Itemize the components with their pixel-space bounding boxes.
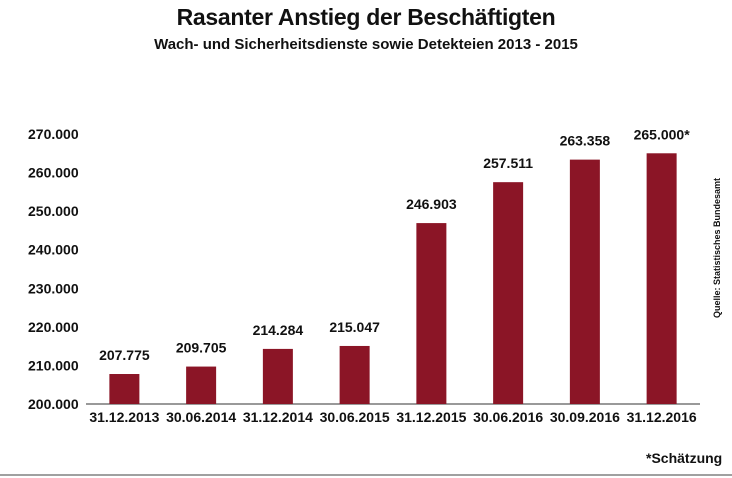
x-tick-label: 30.06.2015 (320, 409, 390, 425)
bar (186, 366, 217, 404)
data-label: 265.000* (634, 126, 691, 142)
y-tick-label: 230.000 (28, 280, 79, 296)
y-tick-label: 270.000 (28, 126, 79, 142)
x-tick-label: 30.06.2016 (473, 409, 543, 425)
x-tick-label: 31.12.2014 (243, 409, 313, 425)
bar (109, 374, 140, 404)
data-label: 209.705 (176, 340, 227, 356)
x-tick-label: 31.12.2016 (627, 409, 697, 425)
bar (646, 153, 677, 404)
y-tick-label: 250.000 (28, 203, 79, 219)
chart-title: Rasanter Anstieg der Beschäftigten (176, 4, 556, 30)
x-tick-label: 31.12.2015 (396, 409, 466, 425)
chart-subtitle: Wach- und Sicherheitsdienste sowie Detek… (154, 36, 578, 53)
y-tick-label: 210.000 (28, 357, 79, 373)
data-label: 207.775 (99, 347, 150, 363)
bar (493, 182, 524, 404)
x-tick-label: 30.06.2014 (166, 409, 236, 425)
bar (416, 223, 447, 404)
data-label: 246.903 (406, 196, 457, 212)
x-tick-label: 30.09.2016 (550, 409, 620, 425)
y-tick-label: 200.000 (28, 396, 79, 412)
bar (262, 348, 293, 404)
y-tick-label: 260.000 (28, 165, 79, 181)
footnote: *Schätzung (646, 450, 723, 466)
y-tick-label: 240.000 (28, 242, 79, 258)
y-tick-label: 220.000 (28, 319, 79, 335)
source-note: Quelle: Statistisches Bundesamt (712, 177, 722, 319)
data-label: 263.358 (560, 133, 611, 149)
bottom-divider (0, 474, 732, 476)
data-label: 214.284 (253, 322, 304, 338)
data-label: 257.511 (483, 155, 533, 171)
bar (569, 159, 600, 404)
data-label: 215.047 (329, 319, 380, 335)
bar (339, 345, 370, 404)
x-tick-label: 31.12.2013 (89, 409, 159, 425)
